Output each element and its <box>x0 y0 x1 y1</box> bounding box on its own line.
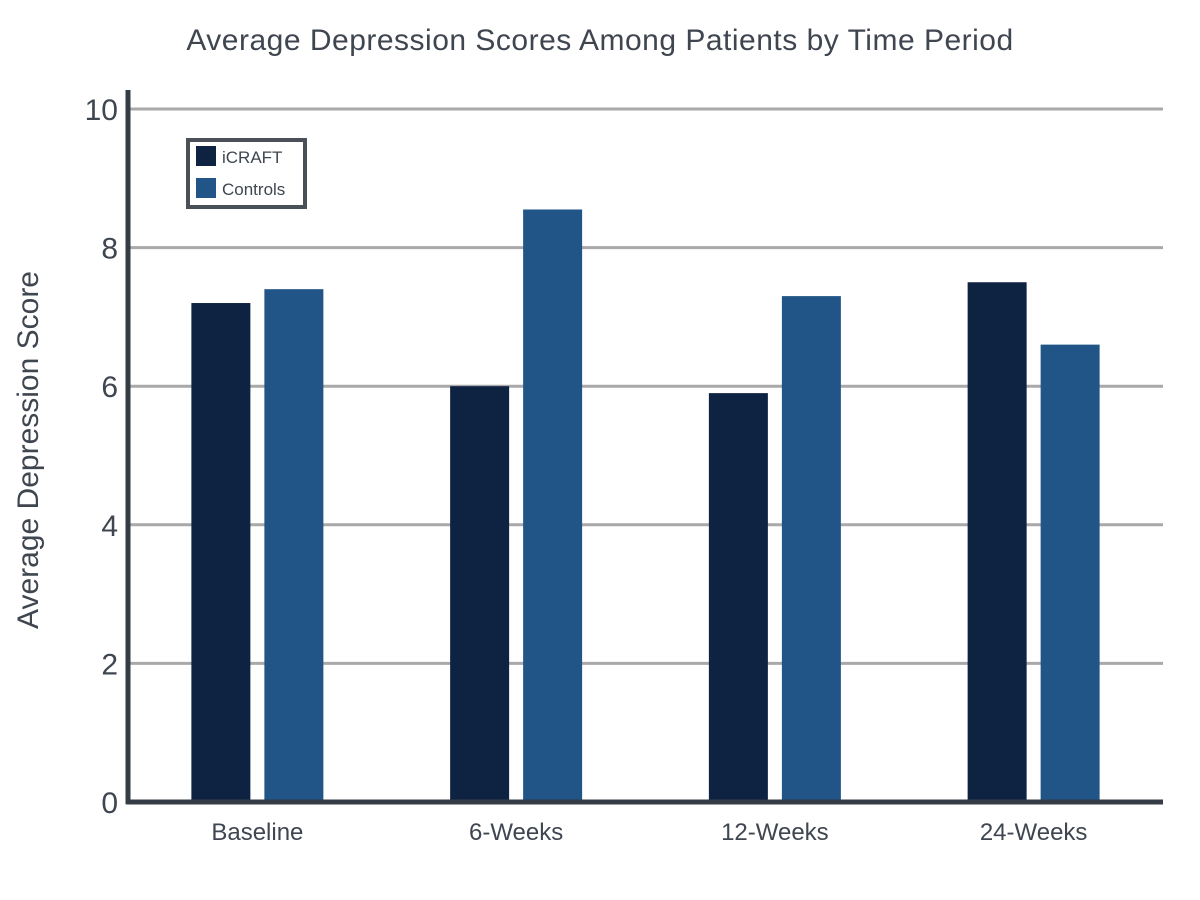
x-tick-label: Baseline <box>211 819 303 846</box>
y-tick-label: 6 <box>101 371 118 404</box>
x-tick-label: 12-Weeks <box>721 819 829 846</box>
bar-controls-12-weeks <box>781 296 841 802</box>
legend-swatch-icraft <box>196 146 216 166</box>
y-tick-label: 4 <box>101 510 118 543</box>
legend-label-icraft: iCRAFT <box>222 148 282 167</box>
y-tick-label: 10 <box>85 94 118 127</box>
y-tick-label: 0 <box>101 787 118 820</box>
bar-icraft-12-weeks <box>708 393 768 802</box>
legend-label-controls: Controls <box>222 180 285 199</box>
y-tick-label: 2 <box>101 648 118 681</box>
bar-controls-6-weeks <box>523 209 583 803</box>
y-tick-label: 8 <box>101 233 118 266</box>
axes <box>125 90 1163 805</box>
y-tick-labels: 0 2 4 6 8 10 <box>85 94 118 820</box>
bar-controls-24-weeks <box>1040 344 1100 802</box>
bar-controls-baseline <box>264 289 324 802</box>
x-tick-labels: Baseline 6-Weeks 12-Weeks 24-Weeks <box>211 819 1087 846</box>
legend: iCRAFT Controls <box>186 138 307 209</box>
bars <box>191 209 1100 803</box>
x-tick-label: 6-Weeks <box>469 819 563 846</box>
bar-icraft-6-weeks <box>450 386 510 802</box>
x-tick-label: 24-Weeks <box>980 819 1088 846</box>
bar-icraft-24-weeks <box>967 282 1027 802</box>
legend-swatch-controls <box>196 178 216 198</box>
y-axis-title: Average Depression Score <box>12 271 45 629</box>
chart-title: Average Depression Scores Among Patients… <box>186 24 1013 57</box>
bar-icraft-baseline <box>191 303 251 802</box>
